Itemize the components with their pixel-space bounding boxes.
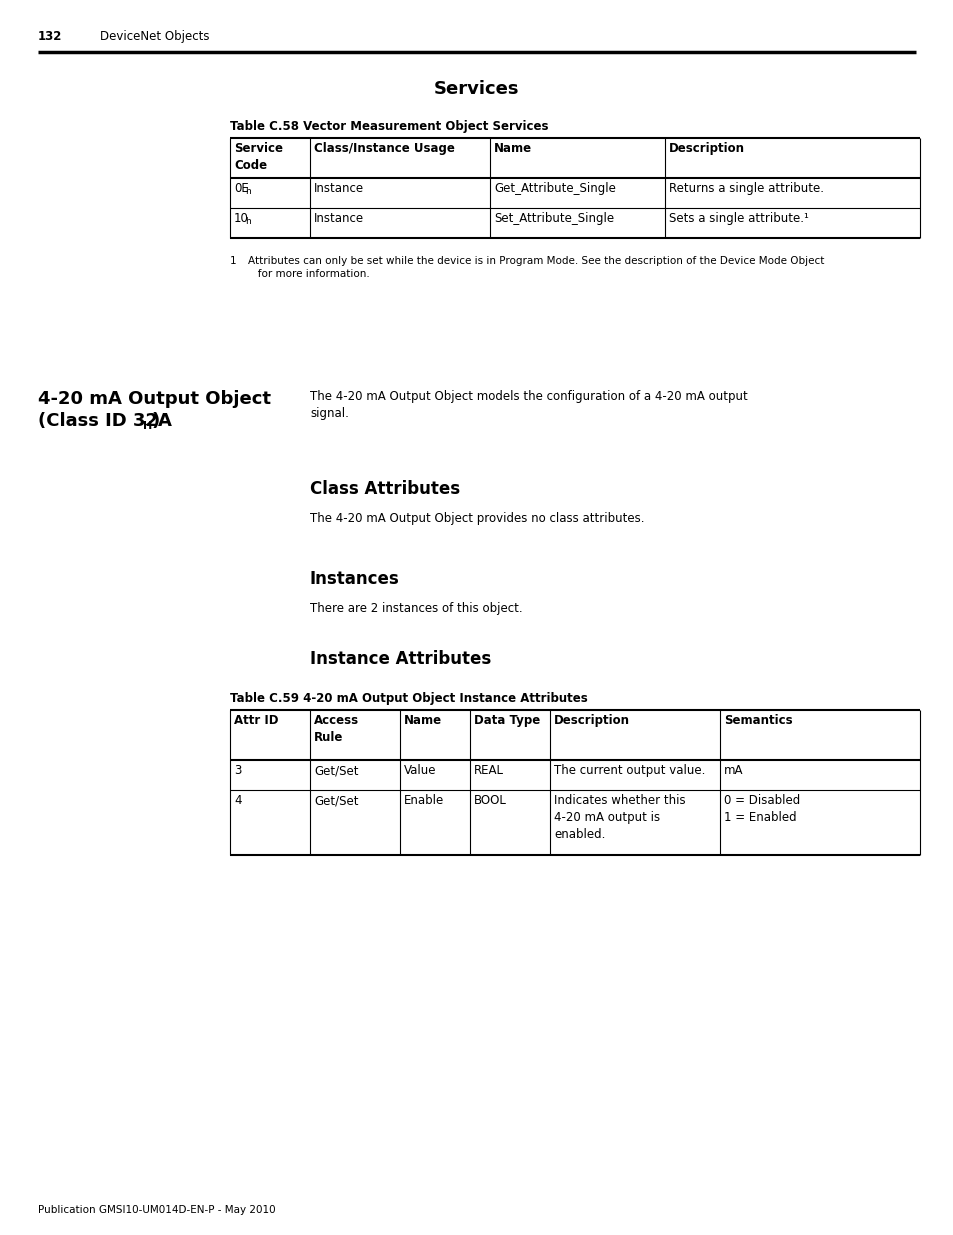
Text: Indicates whether this
4-20 mA output is
enabled.: Indicates whether this 4-20 mA output is… xyxy=(554,794,685,841)
Text: Data Type: Data Type xyxy=(474,714,539,727)
Text: Service
Code: Service Code xyxy=(233,142,283,172)
Text: Get/Set: Get/Set xyxy=(314,794,358,806)
Text: There are 2 instances of this object.: There are 2 instances of this object. xyxy=(310,601,522,615)
Text: h: h xyxy=(245,217,251,226)
Text: Description: Description xyxy=(668,142,744,156)
Text: 3: 3 xyxy=(233,764,241,777)
Text: Get/Set: Get/Set xyxy=(314,764,358,777)
Text: 4: 4 xyxy=(233,794,241,806)
Text: Access
Rule: Access Rule xyxy=(314,714,358,743)
Text: 132: 132 xyxy=(38,30,62,43)
Text: Name: Name xyxy=(494,142,532,156)
Text: REAL: REAL xyxy=(474,764,503,777)
Text: H: H xyxy=(143,421,152,431)
Text: h: h xyxy=(245,186,251,196)
Text: 1: 1 xyxy=(230,256,236,266)
Text: 0 = Disabled
1 = Enabled: 0 = Disabled 1 = Enabled xyxy=(723,794,800,824)
Text: Instance: Instance xyxy=(314,182,364,195)
Text: BOOL: BOOL xyxy=(474,794,506,806)
Text: Semantics: Semantics xyxy=(723,714,792,727)
Text: 0E: 0E xyxy=(233,182,249,195)
Text: mA: mA xyxy=(723,764,742,777)
Text: Attr ID: Attr ID xyxy=(233,714,278,727)
Text: DeviceNet Objects: DeviceNet Objects xyxy=(100,30,210,43)
Text: Get_Attribute_Single: Get_Attribute_Single xyxy=(494,182,616,195)
Text: Instance: Instance xyxy=(314,212,364,225)
Text: Attributes can only be set while the device is in Program Mode. See the descript: Attributes can only be set while the dev… xyxy=(248,256,823,279)
Text: Set_Attribute_Single: Set_Attribute_Single xyxy=(494,212,614,225)
Text: The current output value.: The current output value. xyxy=(554,764,704,777)
Text: Instance Attributes: Instance Attributes xyxy=(310,650,491,668)
Text: Table C.58 Vector Measurement Object Services: Table C.58 Vector Measurement Object Ser… xyxy=(230,120,548,133)
Text: Class/Instance Usage: Class/Instance Usage xyxy=(314,142,455,156)
Text: Enable: Enable xyxy=(403,794,444,806)
Text: The 4-20 mA Output Object models the configuration of a 4-20 mA output
signal.: The 4-20 mA Output Object models the con… xyxy=(310,390,747,420)
Text: (Class ID 32A: (Class ID 32A xyxy=(38,412,172,430)
Text: The 4-20 mA Output Object provides no class attributes.: The 4-20 mA Output Object provides no cl… xyxy=(310,513,644,525)
Text: Returns a single attribute.: Returns a single attribute. xyxy=(668,182,823,195)
Text: Name: Name xyxy=(403,714,441,727)
Text: Services: Services xyxy=(434,80,519,98)
Text: Instances: Instances xyxy=(310,571,399,588)
Text: Description: Description xyxy=(554,714,629,727)
Text: Publication GMSI10-UM014D-EN-P - May 2010: Publication GMSI10-UM014D-EN-P - May 201… xyxy=(38,1205,275,1215)
Text: Sets a single attribute.¹: Sets a single attribute.¹ xyxy=(668,212,808,225)
Text: 4-20 mA Output Object: 4-20 mA Output Object xyxy=(38,390,271,408)
Text: 10: 10 xyxy=(233,212,249,225)
Text: Class Attributes: Class Attributes xyxy=(310,480,459,498)
Text: Value: Value xyxy=(403,764,436,777)
Text: Table C.59 4-20 mA Output Object Instance Attributes: Table C.59 4-20 mA Output Object Instanc… xyxy=(230,692,587,705)
Text: ): ) xyxy=(152,412,160,430)
